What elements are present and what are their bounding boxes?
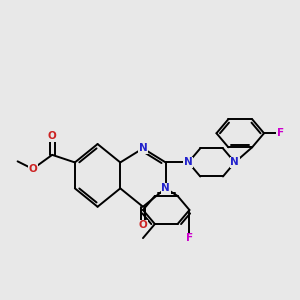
Text: O: O (139, 220, 147, 230)
Text: F: F (186, 233, 193, 243)
Text: F: F (277, 128, 284, 138)
Text: N: N (139, 143, 147, 153)
Text: O: O (28, 164, 37, 174)
Text: N: N (161, 183, 170, 194)
Text: O: O (48, 131, 57, 142)
Text: N: N (184, 158, 193, 167)
Text: N: N (230, 158, 239, 167)
